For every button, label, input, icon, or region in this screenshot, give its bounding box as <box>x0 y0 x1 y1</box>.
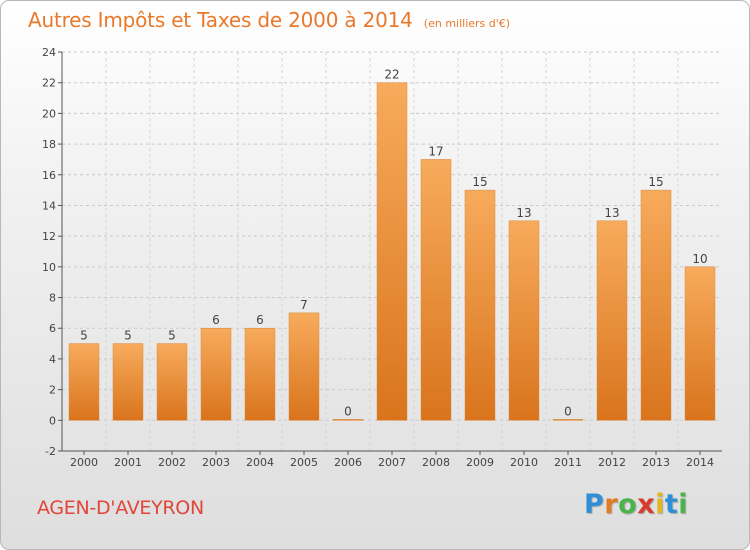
bar <box>244 327 276 421</box>
y-tick-label: 18 <box>42 138 56 151</box>
bar <box>68 343 100 421</box>
bar <box>640 189 672 421</box>
value-label: 13 <box>604 206 619 220</box>
logo-letter: r <box>604 489 619 520</box>
value-label: 5 <box>80 329 88 343</box>
bar <box>508 220 540 421</box>
y-tick-label: 20 <box>42 107 56 120</box>
value-label: 6 <box>212 313 220 327</box>
logo-letter: x <box>637 489 656 520</box>
bar <box>420 159 452 421</box>
y-tick-label: 10 <box>42 261 56 274</box>
y-tick-label: 0 <box>49 414 56 427</box>
logo-letter: o <box>618 489 638 520</box>
logo-letter: P <box>584 489 605 520</box>
x-tick-label: 2002 <box>158 456 186 469</box>
chart-title: Autres Impôts et Taxes de 2000 à 2014 <box>28 8 413 32</box>
value-label: 0 <box>564 404 572 418</box>
x-tick-label: 2011 <box>554 456 582 469</box>
value-label: 7 <box>300 298 308 312</box>
value-label: 10 <box>692 252 707 266</box>
bar <box>288 312 320 421</box>
y-tick-label: 12 <box>42 230 56 243</box>
x-tick-label: 2007 <box>378 456 406 469</box>
commune-name: AGEN-D'AVEYRON <box>37 497 204 519</box>
proxiti-logo[interactable]: Proxiti <box>584 489 688 520</box>
y-tick-label: 8 <box>49 292 56 305</box>
x-tick-label: 2006 <box>334 456 362 469</box>
value-label: 13 <box>516 206 531 220</box>
x-tick-label: 2001 <box>114 456 142 469</box>
bar <box>596 220 628 421</box>
value-label: 22 <box>384 68 399 82</box>
labels: 5 2000 5 2001 5 2002 6 2003 6 2004 7 2005 0 2006 22 200… <box>70 68 714 469</box>
x-tick-label: 2014 <box>686 456 714 469</box>
value-label: 6 <box>256 313 264 327</box>
bar <box>200 327 232 421</box>
x-tick-label: 2010 <box>510 456 538 469</box>
y-tick-label: 4 <box>49 353 56 366</box>
value-label: 17 <box>428 144 443 158</box>
value-label: 5 <box>124 329 132 343</box>
value-label: 0 <box>344 404 352 418</box>
chart-unit: (en milliers d'€) <box>423 17 511 30</box>
x-tick-label: 2005 <box>290 456 318 469</box>
x-tick-label: 2012 <box>598 456 626 469</box>
value-label: 15 <box>472 175 487 189</box>
title-line: Autres Impôts et Taxes de 2000 à 2014 (e… <box>28 8 510 32</box>
y-tick-label: 14 <box>42 199 56 212</box>
bars <box>68 82 716 421</box>
logo-letter: i <box>678 489 689 520</box>
y-tick-label: 16 <box>42 169 56 182</box>
bar <box>376 82 408 421</box>
bar <box>332 419 364 421</box>
y-tick-label: -2 <box>45 445 56 458</box>
logo-letter: i <box>655 489 665 520</box>
logo-letter: t <box>664 489 679 520</box>
x-tick-label: 2008 <box>422 456 450 469</box>
y-tick-label: 24 <box>42 46 56 59</box>
y-tick-label: 22 <box>42 77 56 90</box>
x-tick-label: 2009 <box>466 456 494 469</box>
x-tick-label: 2003 <box>202 456 230 469</box>
bar <box>156 343 188 421</box>
value-label: 5 <box>168 329 176 343</box>
x-tick-label: 2000 <box>70 456 98 469</box>
bar <box>684 266 716 421</box>
value-label: 15 <box>648 175 663 189</box>
x-tick-label: 2004 <box>246 456 274 469</box>
bar <box>112 343 144 421</box>
y-tick-label: 6 <box>49 322 56 335</box>
bar <box>464 189 496 421</box>
y-tick-label: 2 <box>49 384 56 397</box>
bar <box>552 419 584 421</box>
x-tick-label: 2013 <box>642 456 670 469</box>
